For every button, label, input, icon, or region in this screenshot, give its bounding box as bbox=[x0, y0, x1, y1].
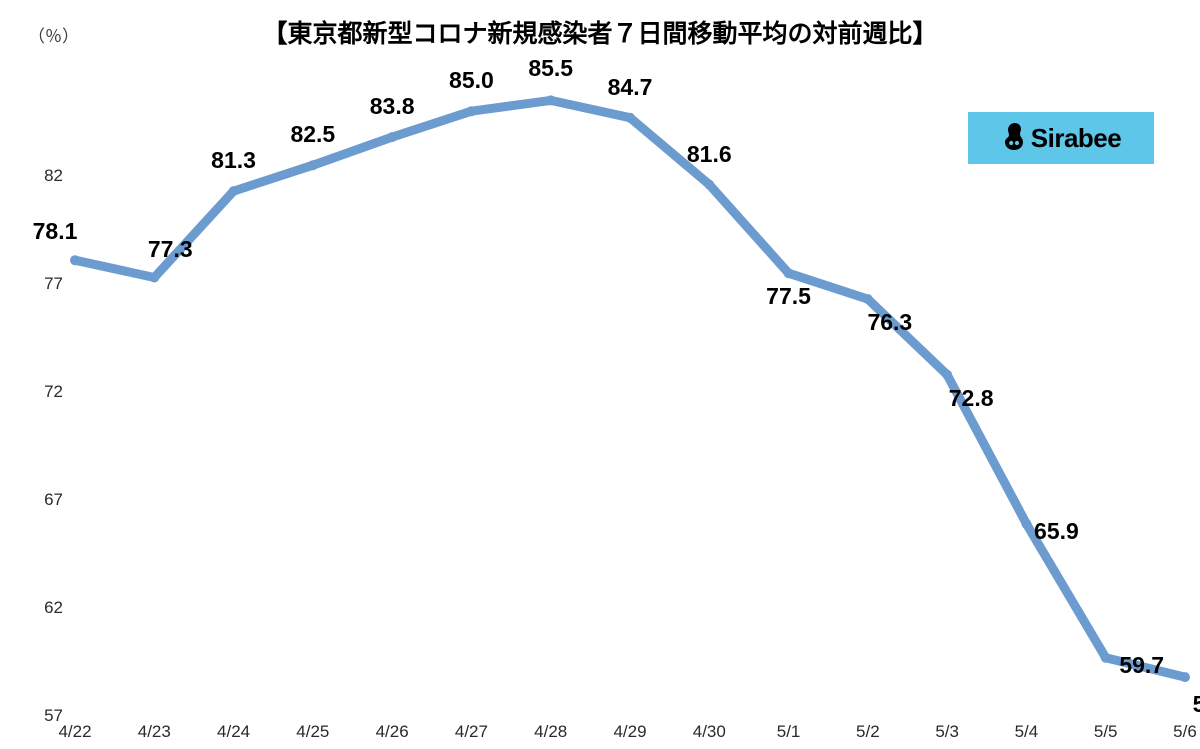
data-label: 85.5 bbox=[511, 55, 591, 82]
data-label: 76.3 bbox=[850, 309, 930, 336]
logo-text: Sirabee bbox=[1031, 123, 1121, 154]
data-marker bbox=[467, 107, 476, 116]
x-tick-label: 5/3 bbox=[917, 722, 977, 742]
y-tick-label: 77 bbox=[23, 274, 63, 294]
x-tick-label: 4/23 bbox=[124, 722, 184, 742]
data-label: 84.7 bbox=[590, 74, 670, 101]
sirabee-logo: Sirabee bbox=[968, 112, 1154, 164]
x-tick-label: 4/28 bbox=[521, 722, 581, 742]
data-label: 72.8 bbox=[931, 385, 1011, 412]
data-label: 81.3 bbox=[194, 147, 274, 174]
data-label: 78.1 bbox=[15, 218, 95, 245]
x-tick-label: 5/5 bbox=[1076, 722, 1136, 742]
data-label: 77.5 bbox=[749, 283, 829, 310]
data-marker bbox=[1181, 673, 1190, 682]
x-tick-label: 4/27 bbox=[441, 722, 501, 742]
data-marker bbox=[546, 96, 555, 105]
data-label: 83.8 bbox=[352, 93, 432, 120]
logo-icon bbox=[1001, 121, 1025, 156]
data-label: 85.0 bbox=[431, 67, 511, 94]
x-tick-label: 4/22 bbox=[45, 722, 105, 742]
x-tick-label: 5/6 bbox=[1155, 722, 1200, 742]
data-marker bbox=[784, 269, 793, 278]
x-tick-label: 4/26 bbox=[362, 722, 422, 742]
data-label: 59.7 bbox=[1102, 652, 1182, 679]
data-label: 65.9 bbox=[1016, 518, 1096, 545]
x-tick-label: 4/24 bbox=[204, 722, 264, 742]
x-tick-label: 4/30 bbox=[679, 722, 739, 742]
data-marker bbox=[626, 113, 635, 122]
data-label: 58.8 bbox=[1175, 691, 1200, 718]
x-tick-label: 4/25 bbox=[283, 722, 343, 742]
data-marker bbox=[863, 295, 872, 304]
x-tick-label: 5/4 bbox=[996, 722, 1056, 742]
y-tick-label: 67 bbox=[23, 490, 63, 510]
data-label: 77.3 bbox=[130, 236, 210, 263]
y-tick-label: 72 bbox=[23, 382, 63, 402]
series-line bbox=[75, 100, 1185, 677]
x-tick-label: 5/1 bbox=[759, 722, 819, 742]
x-tick-label: 5/2 bbox=[838, 722, 898, 742]
data-marker bbox=[388, 133, 397, 142]
series-markers bbox=[71, 96, 1190, 682]
data-label: 82.5 bbox=[273, 121, 353, 148]
x-tick-label: 4/29 bbox=[600, 722, 660, 742]
data-marker bbox=[943, 370, 952, 379]
data-marker bbox=[150, 273, 159, 282]
y-tick-label: 82 bbox=[23, 166, 63, 186]
data-label: 81.6 bbox=[669, 141, 749, 168]
y-tick-label: 62 bbox=[23, 598, 63, 618]
data-marker bbox=[705, 180, 714, 189]
data-marker bbox=[308, 161, 317, 170]
data-marker bbox=[71, 256, 80, 265]
data-marker bbox=[229, 187, 238, 196]
chart-container: 【東京都新型コロナ新規感染者７日間移動平均の対前週比】 （％） Sirabee … bbox=[0, 0, 1200, 749]
